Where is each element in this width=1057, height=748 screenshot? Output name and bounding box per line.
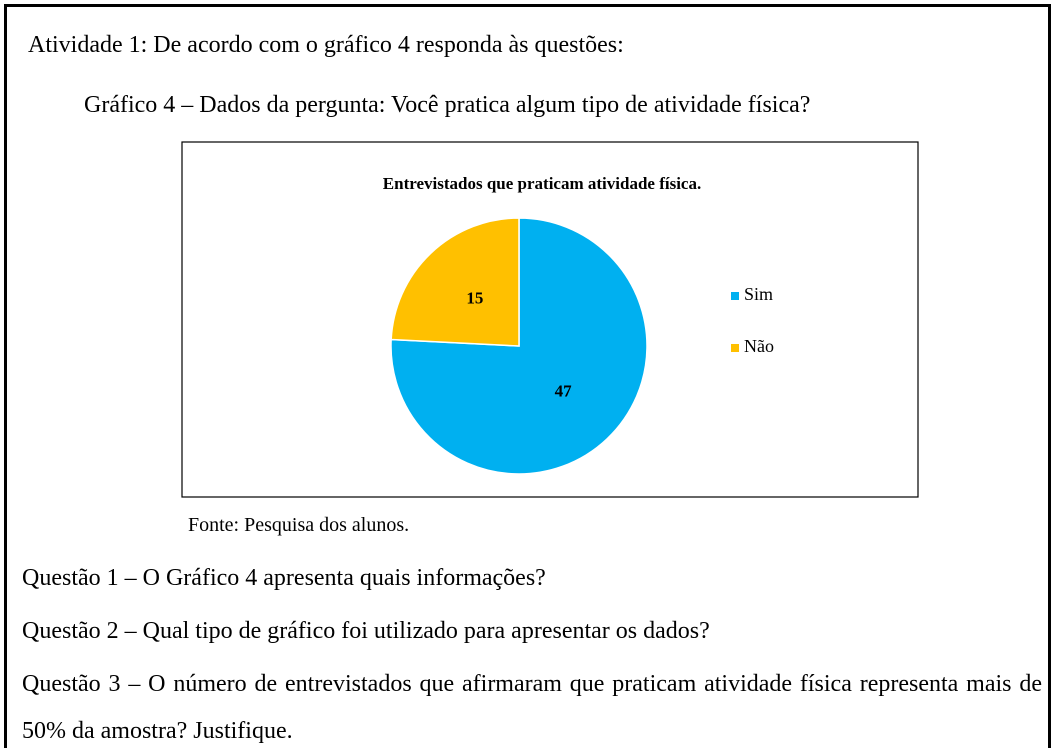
heading: Atividade 1: De acordo com o gráfico 4 r… — [28, 32, 624, 58]
legend-swatch — [731, 292, 739, 300]
chart-title: Entrevistados que praticam atividade fís… — [383, 174, 701, 193]
question: Questão 2 – Qual tipo de gráfico foi uti… — [22, 618, 710, 644]
data-label: 47 — [555, 381, 573, 400]
pie-slice — [390, 217, 520, 347]
frame — [4, 4, 1051, 748]
question: Questão 3 – O número de entrevistados qu… — [22, 671, 1042, 744]
source: Fonte: Pesquisa dos alunos. — [188, 514, 410, 536]
data-label: 15 — [466, 289, 483, 308]
legend-label: Sim — [744, 284, 773, 304]
legend-swatch — [731, 344, 739, 352]
question: Questão 1 – O Gráfico 4 apresenta quais … — [22, 565, 546, 591]
pie-slice — [390, 217, 648, 475]
legend-label: Não — [744, 336, 774, 356]
caption: Gráfico 4 – Dados da pergunta: Você prat… — [84, 92, 811, 118]
